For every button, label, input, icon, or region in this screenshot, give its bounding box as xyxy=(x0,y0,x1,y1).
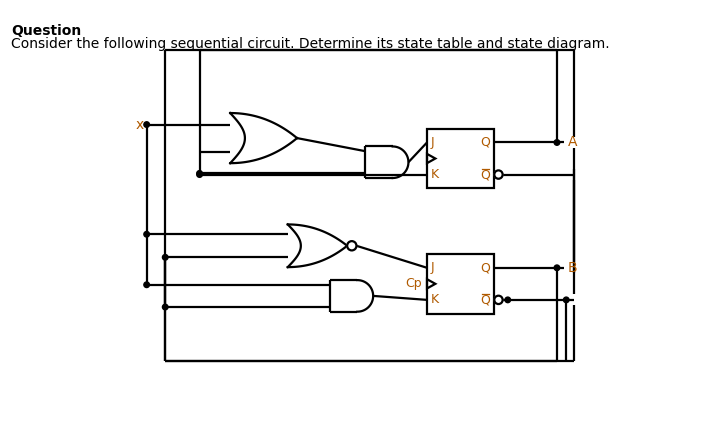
Circle shape xyxy=(144,122,150,127)
Bar xyxy=(427,254,494,313)
Text: K: K xyxy=(431,293,438,306)
Bar xyxy=(427,129,494,188)
Circle shape xyxy=(347,241,356,250)
Circle shape xyxy=(554,265,559,270)
Circle shape xyxy=(495,171,503,179)
Text: Consider the following sequential circuit. Determine its state table and state d: Consider the following sequential circui… xyxy=(11,37,610,51)
Circle shape xyxy=(554,140,559,145)
Circle shape xyxy=(505,297,510,302)
Circle shape xyxy=(197,171,202,176)
Text: Question: Question xyxy=(11,24,81,38)
Text: Q: Q xyxy=(480,261,490,274)
Circle shape xyxy=(144,282,150,288)
Text: J: J xyxy=(431,261,434,274)
Text: Q: Q xyxy=(480,293,490,306)
Circle shape xyxy=(163,304,168,310)
Circle shape xyxy=(163,254,168,260)
Text: Q: Q xyxy=(480,168,490,181)
Circle shape xyxy=(144,231,150,237)
Text: Q: Q xyxy=(480,136,490,149)
Circle shape xyxy=(495,296,503,304)
Circle shape xyxy=(197,172,202,178)
Text: Cp: Cp xyxy=(406,277,423,290)
Text: K: K xyxy=(431,168,438,181)
Text: A: A xyxy=(568,135,577,149)
Circle shape xyxy=(564,297,569,302)
Text: J: J xyxy=(431,136,434,149)
Text: B: B xyxy=(568,261,577,275)
Text: x: x xyxy=(135,118,144,132)
